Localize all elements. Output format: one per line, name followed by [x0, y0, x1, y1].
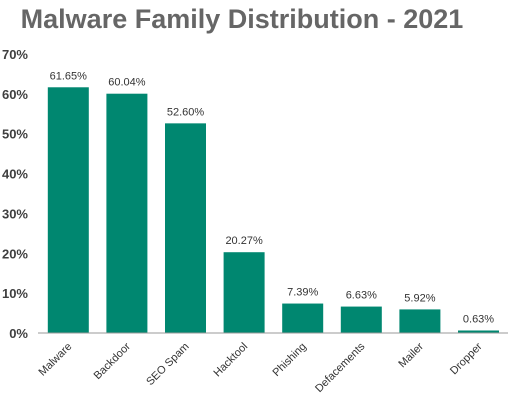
data-label: 6.63% — [346, 290, 377, 302]
bar — [47, 87, 89, 333]
x-tick-label: Phishing — [270, 341, 308, 379]
x-tick-label: Mailer — [396, 340, 426, 370]
x-tick-label: Backdoor — [92, 340, 134, 382]
data-label: 52.60% — [167, 106, 205, 118]
data-label: 0.63% — [463, 313, 494, 325]
bar — [106, 93, 148, 333]
data-labels: 61.65% 60.04% 52.60% 20.27% 7.39% 6.63% 5.92% 0… — [50, 70, 495, 325]
data-label: 61.65% — [50, 70, 88, 82]
data-label: 7.39% — [287, 287, 318, 299]
y-tick-label: 30% — [2, 206, 28, 221]
y-tick-label: 0% — [9, 326, 28, 341]
x-tick-label: Dropper — [448, 340, 485, 377]
bars — [47, 87, 499, 333]
y-tick-label: 50% — [2, 127, 28, 142]
x-tick-label: Defacements — [313, 340, 368, 395]
y-tick-label: 40% — [2, 167, 28, 182]
bar — [340, 306, 382, 333]
bar — [458, 330, 499, 333]
data-label: 20.27% — [225, 235, 263, 247]
chart-title: Malware Family Distribution - 2021 — [21, 4, 464, 34]
y-axis: 0% 10% 20% 30% 40% 50% 60% 70% — [2, 47, 28, 341]
bar — [165, 123, 206, 333]
x-tick-label: Malware — [37, 341, 75, 379]
x-tick-label: Hacktool — [211, 341, 250, 380]
bar — [399, 309, 441, 333]
y-tick-label: 70% — [2, 47, 28, 62]
y-tick-label: 10% — [2, 286, 28, 301]
x-axis: Malware Backdoor SEO Spam Hacktool Phishing D… — [37, 340, 485, 395]
data-label: 60.04% — [108, 77, 146, 89]
y-tick-label: 20% — [2, 246, 28, 261]
bar — [282, 303, 324, 333]
y-tick-label: 60% — [2, 87, 28, 102]
bar — [223, 252, 265, 333]
x-tick-label: SEO Spam — [144, 341, 191, 388]
data-label: 5.92% — [404, 292, 435, 304]
